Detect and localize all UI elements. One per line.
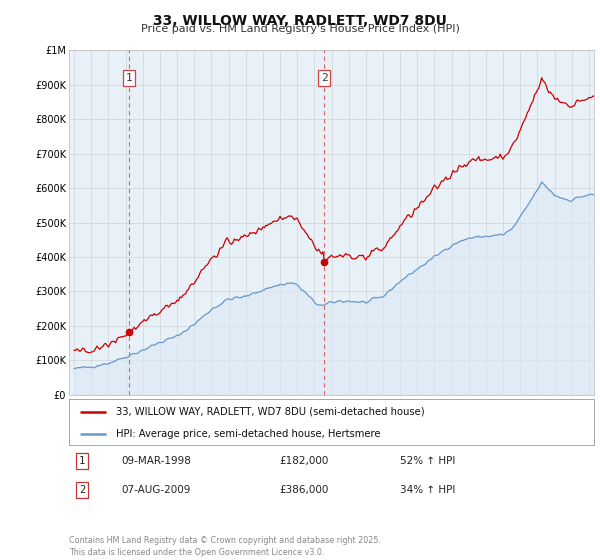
Text: 2: 2: [321, 73, 328, 83]
Text: 1: 1: [79, 456, 85, 466]
Text: Contains HM Land Registry data © Crown copyright and database right 2025.
This d: Contains HM Land Registry data © Crown c…: [69, 536, 381, 557]
Text: 33, WILLOW WAY, RADLETT, WD7 8DU: 33, WILLOW WAY, RADLETT, WD7 8DU: [153, 14, 447, 28]
Text: 33, WILLOW WAY, RADLETT, WD7 8DU (semi-detached house): 33, WILLOW WAY, RADLETT, WD7 8DU (semi-d…: [116, 407, 425, 417]
Text: 34% ↑ HPI: 34% ↑ HPI: [400, 486, 455, 496]
Text: £182,000: £182,000: [279, 456, 328, 466]
Text: £386,000: £386,000: [279, 486, 328, 496]
Text: 07-AUG-2009: 07-AUG-2009: [121, 486, 191, 496]
Text: 09-MAR-1998: 09-MAR-1998: [121, 456, 191, 466]
Text: HPI: Average price, semi-detached house, Hertsmere: HPI: Average price, semi-detached house,…: [116, 429, 381, 438]
Text: 1: 1: [125, 73, 132, 83]
Text: 2: 2: [79, 486, 85, 496]
Text: Price paid vs. HM Land Registry's House Price Index (HPI): Price paid vs. HM Land Registry's House …: [140, 24, 460, 34]
Text: 52% ↑ HPI: 52% ↑ HPI: [400, 456, 455, 466]
